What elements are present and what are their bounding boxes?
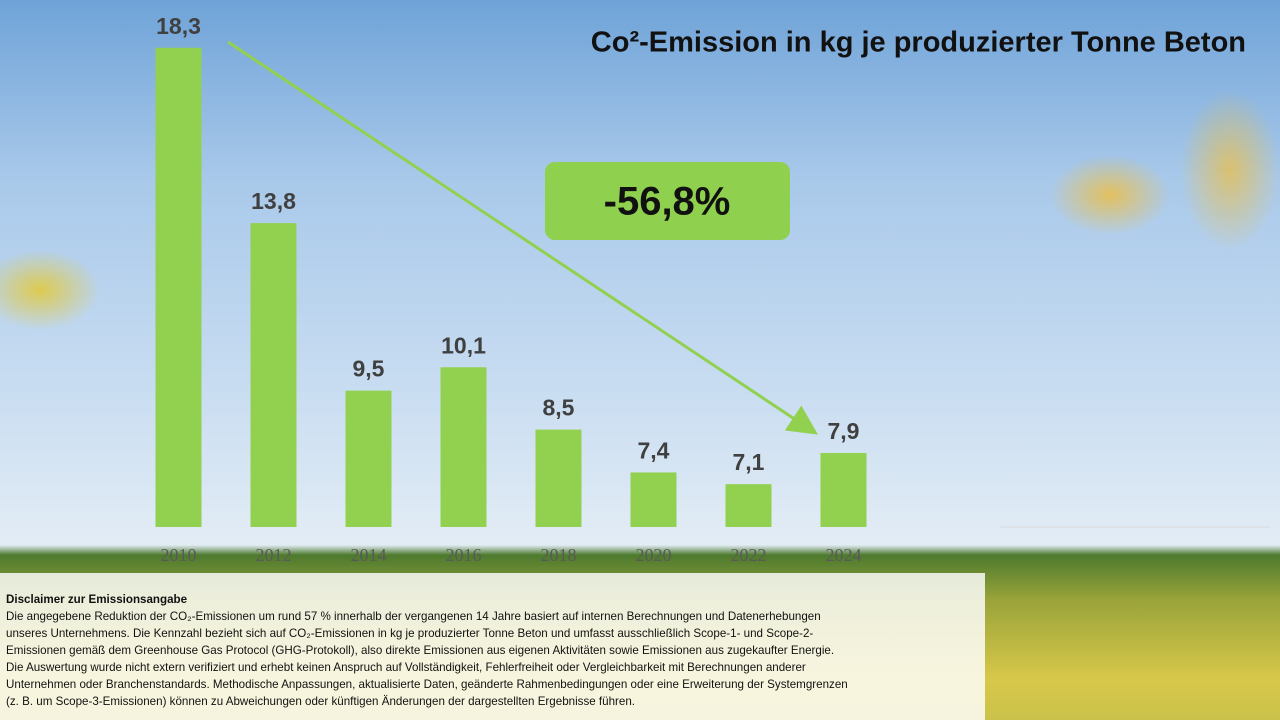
disclaimer-line: Die Auswertung wurde nicht extern verifi… xyxy=(6,661,806,674)
disclaimer-line: Die angegebene Reduktion der CO₂-Emissio… xyxy=(6,610,821,623)
bar xyxy=(820,452,867,527)
bar xyxy=(155,47,202,527)
x-tick-label: 2016 xyxy=(446,545,482,565)
disclaimer-line: unseres Unternehmens. Die Kennzahl bezie… xyxy=(6,627,814,640)
disclaimer-line: (z. B. um Scope-3-Emissionen) können zu … xyxy=(6,695,636,708)
value-label: 7,1 xyxy=(733,449,765,475)
value-label: 18,3 xyxy=(156,13,201,39)
value-label: 8,5 xyxy=(543,395,575,421)
bar xyxy=(250,223,297,528)
bar xyxy=(725,484,772,527)
annotation-box xyxy=(545,162,790,240)
value-label: 13,8 xyxy=(251,188,296,214)
x-tick-label: 2022 xyxy=(731,545,767,565)
bar xyxy=(345,390,392,527)
value-label: 7,4 xyxy=(638,438,670,464)
x-tick-label: 2024 xyxy=(826,545,862,565)
x-tick-label: 2020 xyxy=(636,545,672,565)
annotation: -56,8% xyxy=(604,180,731,224)
x-tick-label: 2014 xyxy=(351,545,387,565)
disclaimer-line: Emissionen gemäß dem Greenhouse Gas Prot… xyxy=(6,644,835,657)
trend-arrow xyxy=(227,40,818,435)
x-tick-label: 2010 xyxy=(161,545,197,565)
bar xyxy=(630,472,677,527)
disclaimer-line: Unternehmen oder Branchenstandards. Meth… xyxy=(6,678,848,691)
disclaimer-title: Disclaimer zur Emissionsangabe xyxy=(6,593,188,606)
value-label: 7,9 xyxy=(828,418,860,444)
bar xyxy=(535,429,582,527)
disclaimer: Disclaimer zur Emissionsangabe Die angeg… xyxy=(0,573,985,720)
x-tick-label: 2018 xyxy=(541,545,577,565)
value-label: 9,5 xyxy=(353,356,385,382)
bar xyxy=(440,367,487,527)
chart-title: Co²-Emission in kg je produzierter Tonne… xyxy=(591,27,1246,59)
value-label: 10,1 xyxy=(441,332,486,358)
x-tick-label: 2012 xyxy=(256,545,292,565)
